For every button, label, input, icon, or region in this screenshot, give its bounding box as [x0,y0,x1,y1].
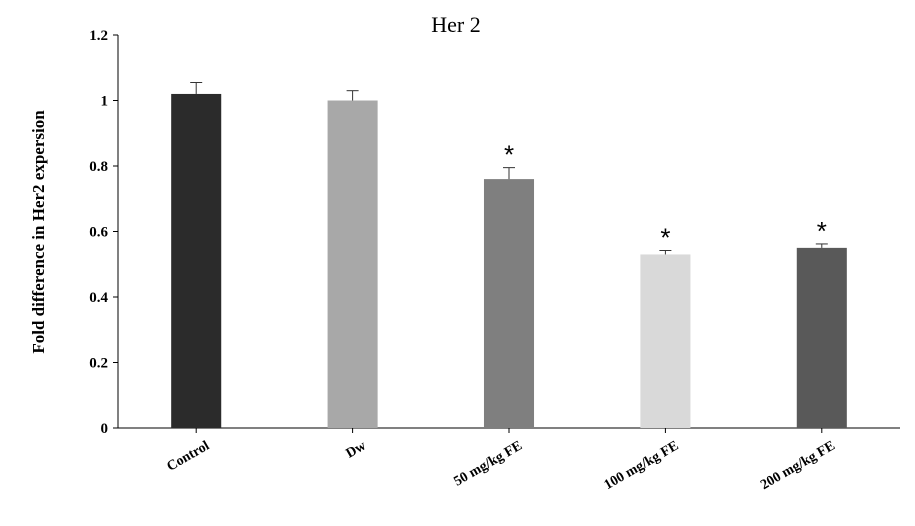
x-tick-label: 50 mg/kg FE [451,438,525,489]
x-tick-label: 200 mg/kg FE [758,438,838,493]
bar [796,247,847,428]
chart-title: Her 2 [431,12,480,37]
y-tick-label: 0.6 [89,225,108,241]
bar [483,179,535,428]
significance-marker: * [660,222,670,252]
x-tick-label: 100 mg/kg FE [602,438,682,493]
bars: * * * [171,81,847,428]
x-tick-label: Control [164,438,212,474]
bar [640,254,691,428]
y-tick-label: 0 [101,421,109,437]
x-tick-label: Dw [344,438,370,462]
y-tick-label: 1 [101,94,109,110]
y-ticks: 0 0.2 0.4 0.6 0.8 1 1.2 [89,28,118,437]
x-ticks: Control Dw 50 mg/kg FE 100 mg/kg FE 200 mg/k… [164,428,838,493]
y-axis-label: Fold difference in Her2 expersion [29,110,48,354]
y-tick-label: 0.8 [89,159,108,175]
y-tick-label: 0.4 [89,290,108,306]
y-tick-label: 0.2 [89,356,108,372]
bar [171,93,222,428]
bar [327,100,378,428]
y-tick-label: 1.2 [89,28,108,44]
significance-marker: * [504,140,514,170]
significance-marker: * [817,216,827,246]
